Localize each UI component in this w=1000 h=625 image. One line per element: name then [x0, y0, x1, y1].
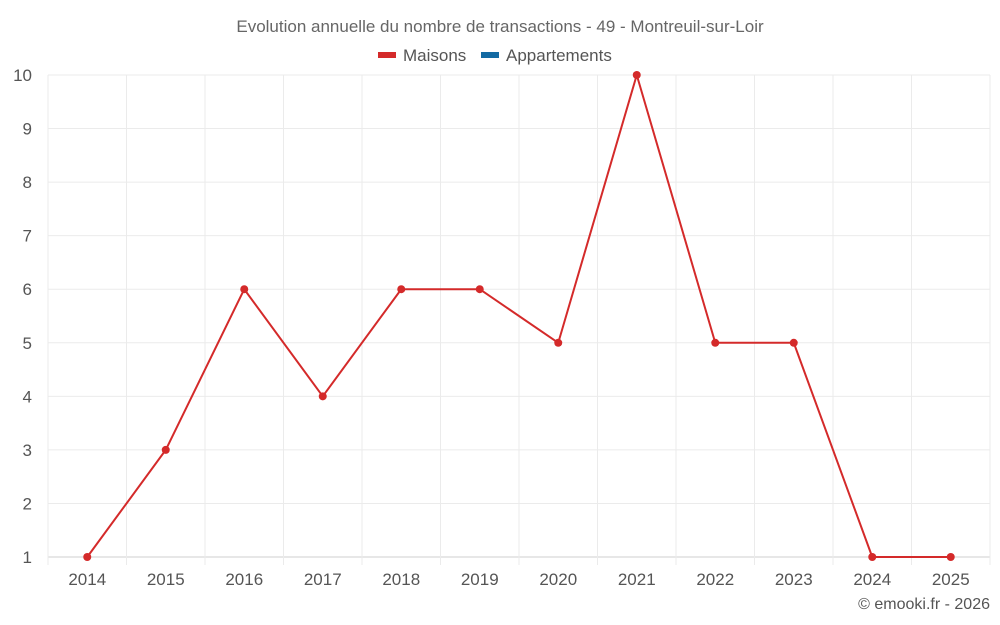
y-tick-label: 1	[23, 548, 32, 567]
y-tick-label: 4	[23, 387, 32, 406]
legend-swatch-appartements	[481, 52, 499, 58]
credit-text: © emooki.fr - 2026	[858, 596, 990, 613]
data-point[interactable]	[789, 338, 798, 347]
grid	[47, 74, 991, 565]
x-axis-ticks: 2014 2015 2016 2017 2018 2019 2020 2021 2022 2023…	[68, 570, 969, 589]
legend-swatch-maisons	[378, 52, 396, 58]
data-point[interactable]	[240, 285, 249, 294]
data-point[interactable]	[554, 338, 563, 347]
series-maisons	[83, 71, 955, 561]
data-point[interactable]	[711, 338, 720, 347]
y-tick-label: 5	[23, 334, 32, 353]
x-tick-label: 2022	[696, 570, 734, 589]
legend-item-maisons[interactable]: Maisons	[378, 46, 466, 65]
x-tick-label: 2016	[225, 570, 263, 589]
y-tick-label: 9	[23, 120, 32, 139]
data-point[interactable]	[946, 553, 955, 561]
y-axis-ticks: 1 2 3 4 5 6 7 8 9 10	[13, 66, 32, 567]
y-tick-label: 6	[23, 280, 32, 299]
x-tick-label: 2025	[932, 570, 970, 589]
data-point[interactable]	[632, 71, 641, 79]
legend[interactable]: Maisons Appartements	[378, 46, 612, 65]
legend-label-maisons: Maisons	[403, 46, 466, 65]
x-tick-label: 2020	[539, 570, 577, 589]
y-tick-label: 2	[23, 494, 32, 513]
x-tick-label: 2019	[461, 570, 499, 589]
data-point[interactable]	[397, 285, 406, 294]
legend-label-appartements: Appartements	[506, 46, 612, 65]
chart-title: Evolution annuelle du nombre de transact…	[236, 17, 764, 36]
data-point[interactable]	[83, 553, 92, 561]
data-point[interactable]	[161, 445, 170, 454]
x-tick-label: 2024	[853, 570, 891, 589]
y-tick-label: 8	[23, 173, 32, 192]
x-tick-label: 2018	[382, 570, 420, 589]
data-point[interactable]	[318, 392, 327, 401]
x-tick-label: 2017	[304, 570, 342, 589]
y-tick-label: 7	[23, 227, 32, 246]
x-tick-label: 2023	[775, 570, 813, 589]
legend-item-appartements[interactable]: Appartements	[481, 46, 612, 65]
y-tick-label: 10	[13, 66, 32, 85]
x-tick-label: 2015	[147, 570, 185, 589]
series-line-maisons	[86, 74, 951, 558]
y-tick-label: 3	[23, 441, 32, 460]
x-tick-label: 2014	[68, 570, 106, 589]
x-tick-label: 2021	[618, 570, 656, 589]
data-point[interactable]	[475, 285, 484, 294]
data-point[interactable]	[868, 553, 877, 561]
